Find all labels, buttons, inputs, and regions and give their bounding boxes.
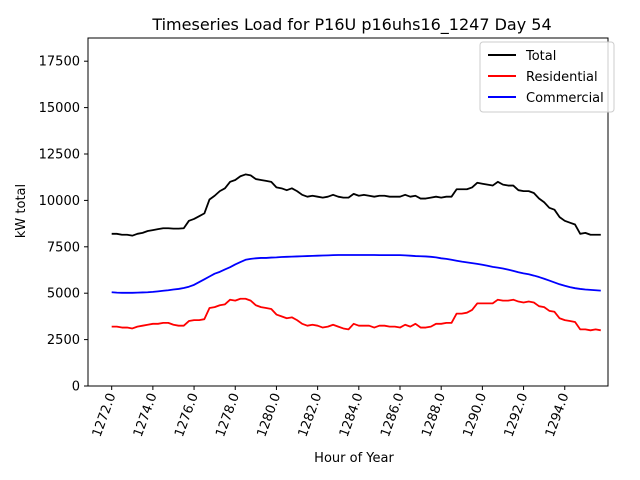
legend-label-total: Total <box>525 49 556 64</box>
legend-label-residential: Residential <box>526 70 598 85</box>
series-layer <box>111 173 601 332</box>
y-tick-label: 15000 <box>39 101 80 116</box>
y-tick-label: 0 <box>72 380 80 395</box>
y-axis: 0 2500 5000 7500 10000 12500 15000 17500 <box>39 55 88 395</box>
series-line-commercial <box>111 254 601 294</box>
y-tick-label: 7500 <box>47 240 80 255</box>
series-line-residential <box>111 297 601 332</box>
plot-area <box>87 37 609 387</box>
plot-frame <box>87 37 609 387</box>
chart-title: Timeseries Load for P16U p16uhs16_1247 D… <box>151 15 551 35</box>
y-tick-label: 10000 <box>39 194 80 209</box>
y-tick-label: 5000 <box>47 287 80 302</box>
y-tick-label: 17500 <box>39 55 80 70</box>
y-tick-label: 2500 <box>47 333 80 348</box>
legend-label-commercial: Commercial <box>526 91 604 106</box>
series-line-total <box>111 173 601 237</box>
legend-box <box>479 41 615 113</box>
y-tick-label: 12500 <box>39 148 80 163</box>
legend: Total Residential Commercial <box>479 41 615 113</box>
y-axis-label: kW total <box>14 184 29 238</box>
x-axis-label: Hour of Year <box>314 451 394 466</box>
